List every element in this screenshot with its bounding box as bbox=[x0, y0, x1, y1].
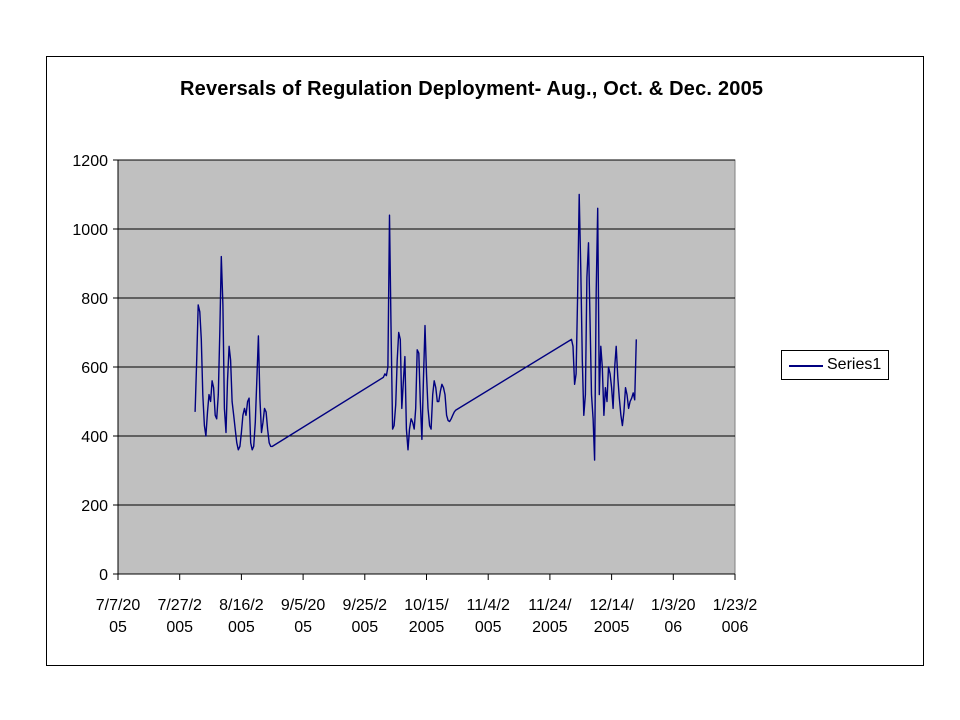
x-tick-label: 7/27/2 005 bbox=[157, 597, 202, 636]
chart-title: Reversals of Regulation Deployment- Aug.… bbox=[180, 78, 764, 100]
x-tick-label: 1/3/20 06 bbox=[651, 597, 696, 636]
x-tick-label: 11/24/2005 bbox=[528, 597, 572, 636]
x-tick-label: 7/7/20 05 bbox=[96, 597, 141, 636]
x-tick-label: 12/14/2005 bbox=[589, 597, 634, 636]
y-tick-label: 1000 bbox=[72, 222, 108, 239]
y-tick-label: 400 bbox=[81, 429, 108, 446]
x-tick-label: 9/25/2 005 bbox=[343, 597, 388, 636]
x-tick-label: 10/15/2005 bbox=[404, 597, 449, 636]
legend-swatch-series1 bbox=[789, 365, 823, 367]
series-line bbox=[194, 193, 637, 461]
x-tick-label: 11/4/2 005 bbox=[467, 597, 510, 636]
y-tick-label: 200 bbox=[81, 498, 108, 515]
y-tick-label: 800 bbox=[81, 291, 108, 308]
y-tick-label: 600 bbox=[81, 360, 108, 377]
x-tick-label: 8/16/2 005 bbox=[219, 597, 264, 636]
x-tick-label: 1/23/2 006 bbox=[713, 597, 758, 636]
y-tick-label: 1200 bbox=[72, 153, 108, 170]
y-tick-label: 0 bbox=[99, 567, 108, 584]
legend: Series1 bbox=[781, 350, 889, 380]
x-tick-label: 9/5/20 05 bbox=[281, 597, 326, 636]
legend-label-series1: Series1 bbox=[827, 356, 882, 373]
